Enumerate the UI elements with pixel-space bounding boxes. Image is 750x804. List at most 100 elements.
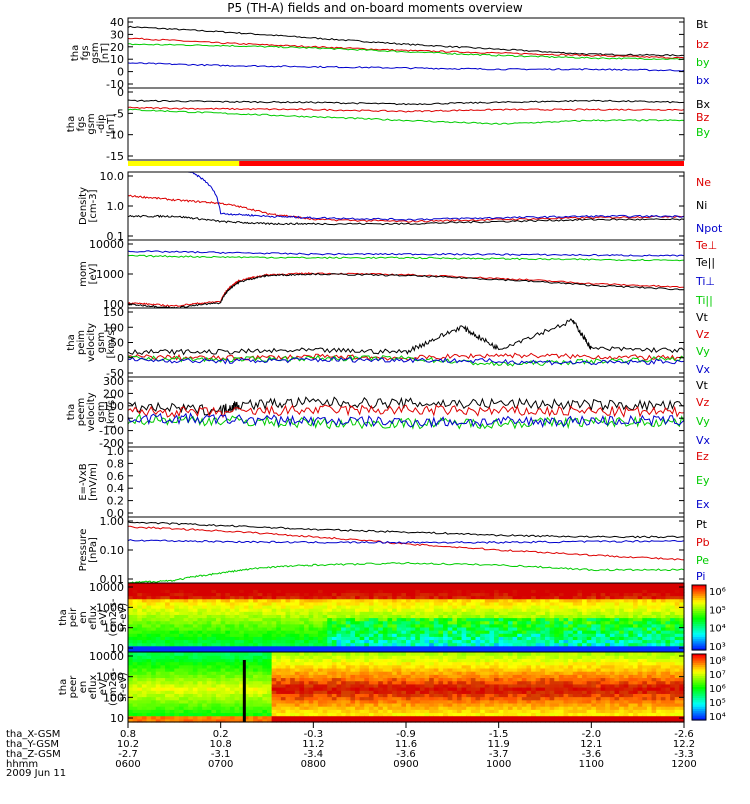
spectrogram-cell	[540, 583, 545, 587]
spectrogram-cell	[564, 652, 569, 656]
spectrogram-cell	[313, 583, 318, 587]
spectrogram-cell	[276, 652, 281, 656]
spectrogram-cell	[638, 583, 643, 587]
spectrogram-cell	[184, 652, 189, 656]
series-line-Npot	[128, 172, 684, 220]
y-tick-label: 1.00	[100, 515, 125, 528]
colorbar-tick-label: 10⁶	[709, 587, 726, 598]
spectrogram-cell	[230, 652, 235, 656]
spectrogram-cell	[262, 583, 267, 587]
y-tick-label: 1000	[96, 268, 124, 281]
y-tick-label: 1.0	[107, 200, 125, 213]
spectrogram-cell	[415, 652, 420, 656]
spectrogram-cell	[610, 583, 615, 587]
spectrogram-cell	[235, 652, 240, 656]
spectrogram-cell	[452, 583, 457, 587]
colorbar-tick-label: 10³	[709, 642, 726, 653]
series-line-Te⊥	[128, 273, 684, 307]
y-tick-label: 10000	[89, 238, 124, 251]
spectrogram-cell	[327, 652, 332, 656]
spectrogram-cell	[198, 652, 203, 656]
spectrogram-cell	[364, 652, 369, 656]
spectrogram-cell	[248, 652, 253, 656]
spectrogram-cell	[262, 652, 267, 656]
y-axis-label: Pressure[nPa]	[78, 529, 99, 572]
spectrogram-cell	[350, 652, 355, 656]
y-axis-label: E=-VxB[mV/m]	[78, 463, 99, 501]
spectrogram-cell	[221, 583, 226, 587]
y-axis-label-line: [mV/m]	[88, 463, 99, 501]
spectrogram-cell	[550, 583, 555, 587]
spectrogram-cell	[568, 583, 573, 587]
spectrogram-cell	[536, 583, 541, 587]
spectrogram-cell	[174, 583, 179, 587]
spectrogram-cell	[258, 583, 263, 587]
spectrogram-cell	[147, 652, 152, 656]
spectrogram-cell	[160, 583, 165, 587]
spectrogram-cell	[337, 583, 342, 587]
spectrogram-cell	[299, 583, 304, 587]
spectrogram-cell	[434, 583, 439, 587]
y-tick-label: 0	[117, 66, 124, 79]
legend-entry: Pe	[696, 554, 709, 567]
spectrogram-cell	[397, 652, 402, 656]
spectrogram-cell	[156, 652, 161, 656]
spectrogram-cell	[350, 583, 355, 587]
spectrogram-cell	[494, 652, 499, 656]
spectrogram-cell	[582, 583, 587, 587]
spectrogram-cell	[466, 652, 471, 656]
spectrogram-cell	[517, 652, 522, 656]
legend-entry: Vx	[696, 434, 711, 447]
y-axis-label-line: [nT]	[100, 43, 111, 63]
spectrogram-cell	[202, 583, 207, 587]
spectrogram-cell	[216, 652, 221, 656]
series-line-Bx	[128, 100, 684, 105]
spectrogram-cell	[304, 583, 309, 587]
spectrogram-cell	[304, 652, 309, 656]
spectrogram-cell	[198, 583, 203, 587]
series-line-Pt	[128, 522, 684, 538]
spectrogram-cell	[147, 583, 152, 587]
spectrogram-cell	[619, 583, 624, 587]
spectrogram-cell	[188, 583, 193, 587]
y-tick-label: 0.6	[107, 470, 125, 483]
spectrogram-cell	[401, 583, 406, 587]
y-tick-label: 10000	[89, 581, 124, 594]
spectrogram-cell	[397, 583, 402, 587]
panel-frame	[128, 88, 684, 160]
spectrogram-cell	[184, 583, 189, 587]
spectrogram-cell	[290, 583, 295, 587]
spectrogram-cell	[374, 652, 379, 656]
spectrogram-cell	[267, 652, 272, 656]
legend-entry: Bz	[696, 111, 710, 124]
spectrogram-cell	[531, 652, 536, 656]
spectrogram-cell	[165, 583, 170, 587]
series-line-by	[128, 44, 684, 60]
spectrogram-cell	[253, 583, 258, 587]
spectrogram-cell	[211, 652, 216, 656]
spectrogram-cell	[615, 583, 620, 587]
panel-frame	[128, 517, 684, 583]
spectrogram-cell	[471, 583, 476, 587]
spectrogram-cell	[170, 583, 175, 587]
spectrogram-cell	[207, 583, 212, 587]
spectrogram-cell	[151, 652, 156, 656]
y-axis-label-line: [cm-3]	[88, 189, 99, 222]
spectrogram-cell	[559, 652, 564, 656]
spectrogram-cell	[564, 583, 569, 587]
spectrogram-cell	[133, 583, 138, 587]
spectrogram-cell	[605, 583, 610, 587]
series-line-Pe	[128, 562, 684, 583]
spectrogram-cell	[151, 583, 156, 587]
spectrogram-cell	[267, 583, 272, 587]
spectrogram-cell	[522, 652, 527, 656]
spectrogram-cell	[225, 583, 230, 587]
spectrogram-cell	[355, 652, 360, 656]
spectrogram-cell	[174, 652, 179, 656]
spectrogram-cell	[383, 652, 388, 656]
spectrogram-cell	[179, 652, 184, 656]
